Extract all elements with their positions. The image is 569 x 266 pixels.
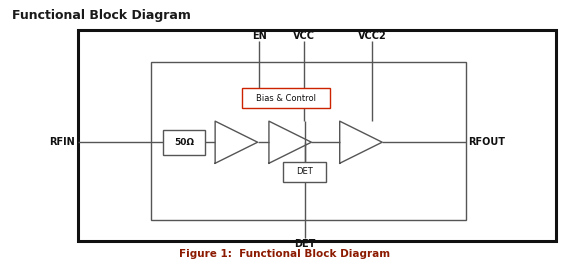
Text: Functional Block Diagram: Functional Block Diagram [11, 9, 191, 22]
Text: VCC: VCC [293, 31, 315, 41]
Bar [242, 88, 330, 108]
Text: 50Ω: 50Ω [174, 138, 194, 147]
Bar [283, 162, 326, 182]
Polygon shape [269, 121, 311, 163]
Text: Figure 1:  Functional Block Diagram: Figure 1: Functional Block Diagram [179, 249, 390, 259]
Text: DET: DET [294, 239, 315, 248]
Polygon shape [340, 121, 382, 163]
Bar [163, 130, 205, 155]
Text: VCC2: VCC2 [358, 31, 387, 41]
Bar [151, 62, 465, 220]
Polygon shape [215, 121, 258, 163]
Text: RFIN: RFIN [50, 137, 75, 147]
Text: Bias & Control: Bias & Control [256, 94, 316, 103]
Text: DET: DET [296, 167, 313, 176]
Text: RFOUT: RFOUT [468, 137, 505, 147]
Text: EN: EN [251, 31, 266, 41]
Bar [78, 30, 556, 241]
